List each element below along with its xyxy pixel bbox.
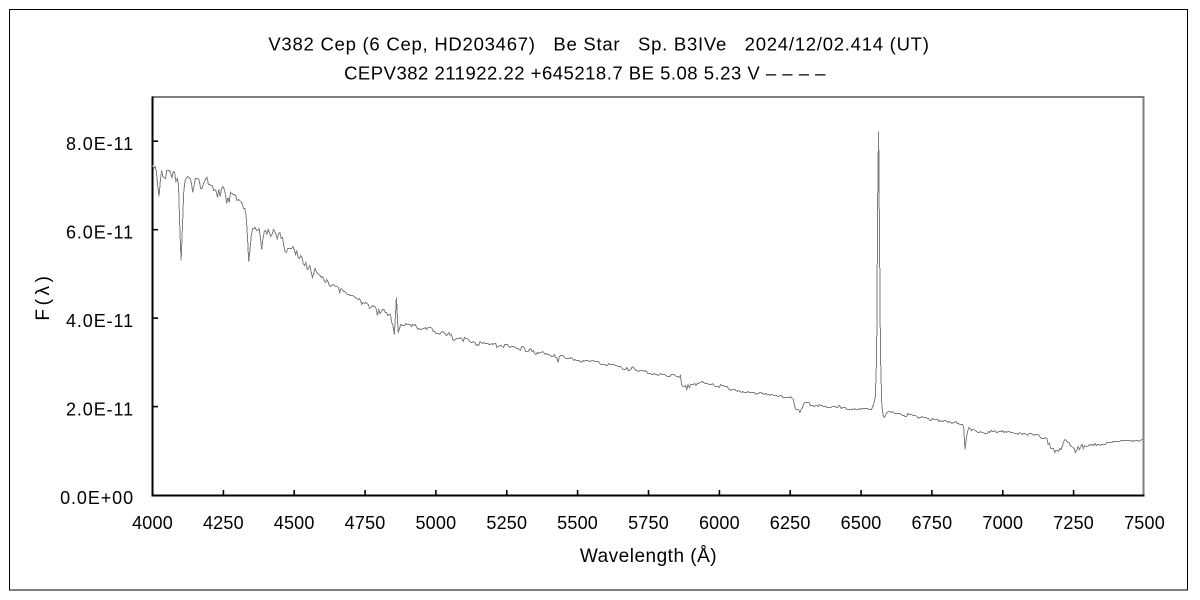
svg-text:4750: 4750 bbox=[345, 513, 386, 533]
svg-text:5500: 5500 bbox=[557, 513, 598, 533]
svg-text:5000: 5000 bbox=[415, 513, 456, 533]
svg-text:7500: 7500 bbox=[1124, 513, 1165, 533]
svg-text:7000: 7000 bbox=[982, 513, 1023, 533]
svg-text:4.0E-11: 4.0E-11 bbox=[66, 311, 134, 331]
svg-text:V382 Cep (6 Cep, HD203467) B: V382 Cep (6 Cep, HD203467) Be Star Sp. B… bbox=[268, 34, 929, 55]
svg-text:5750: 5750 bbox=[628, 513, 669, 533]
svg-text:4500: 4500 bbox=[274, 513, 315, 533]
svg-text:6.0E-11: 6.0E-11 bbox=[66, 223, 134, 243]
svg-text:8.0E-11: 8.0E-11 bbox=[66, 134, 134, 154]
svg-text:0.0E+00: 0.0E+00 bbox=[60, 488, 134, 508]
svg-text:CEPV382 211922.22 +645218.7 BE: CEPV382 211922.22 +645218.7 BE 5.08 5.23… bbox=[344, 63, 826, 84]
svg-text:F(λ): F(λ) bbox=[33, 272, 54, 320]
svg-text:6750: 6750 bbox=[911, 513, 952, 533]
svg-text:6000: 6000 bbox=[699, 513, 740, 533]
svg-text:7250: 7250 bbox=[1053, 513, 1094, 533]
svg-text:5250: 5250 bbox=[486, 513, 527, 533]
svg-text:4000: 4000 bbox=[132, 513, 173, 533]
svg-text:6250: 6250 bbox=[770, 513, 811, 533]
svg-text:Wavelength (Å): Wavelength (Å) bbox=[580, 546, 717, 567]
svg-text:6500: 6500 bbox=[841, 513, 882, 533]
svg-text:4250: 4250 bbox=[203, 513, 244, 533]
svg-text:2.0E-11: 2.0E-11 bbox=[66, 399, 134, 419]
